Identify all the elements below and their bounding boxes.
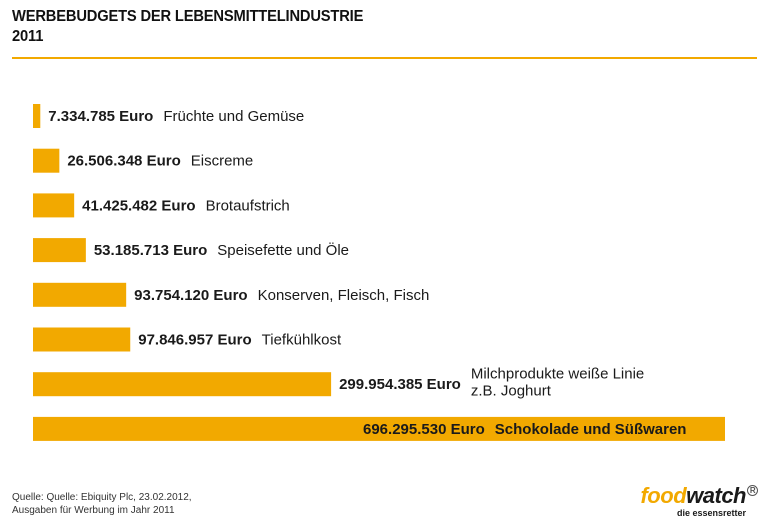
registered-mark-icon: R — [747, 485, 758, 496]
bar-category-label-3: Speisefette und Öle — [217, 241, 349, 259]
bar-value-label-1: 26.506.348 Euro — [67, 153, 180, 170]
bar-value-label-0: 7.334.785 Euro — [48, 108, 153, 125]
bar-value-label-2: 41.425.482 Euro — [82, 197, 195, 214]
bar-category-label-4: Konserven, Fleisch, Fisch — [258, 287, 430, 304]
bar-category-label-5: Tiefkühlkost — [262, 332, 342, 349]
bar-7 — [33, 416, 725, 441]
bar-category-label-0: Früchte und Gemüse — [163, 108, 304, 125]
foodwatch-logo: foodwatch R die essensretter — [640, 485, 758, 518]
bar-5 — [33, 327, 131, 352]
bar-category-label-2: Brotaufstrich — [206, 197, 290, 214]
logo-watch-text: watch — [686, 483, 746, 508]
logo-tagline: die essensretter — [676, 508, 746, 518]
bar-3 — [33, 238, 86, 263]
bar-category-label-1: Eiscreme — [191, 153, 254, 170]
chart-title-line-2: 2011 — [12, 28, 44, 45]
logo-food-text: food — [640, 483, 687, 508]
bar-0 — [33, 104, 41, 128]
source-line-2: Ausgaben für Werbung im Jahr 2011 — [12, 505, 175, 516]
bar-6 — [33, 372, 332, 397]
bar-2 — [33, 193, 75, 218]
bar-category-label-7: Schokolade und Süßwaren — [495, 421, 687, 438]
chart-title: WERBEBUDGETS DER LEBENSMITTELINDUSTRIE 2… — [12, 7, 363, 47]
title-divider — [12, 57, 757, 59]
bar-value-label-5: 97.846.957 Euro — [138, 332, 251, 349]
source-note: Quelle: Quelle: Ebiquity Plc, 23.02.2012… — [12, 491, 192, 517]
bar-value-label-6: 299.954.385 Euro — [339, 376, 461, 393]
bar-4 — [33, 282, 127, 307]
bar-value-label-7: 696.295.530 Euro — [363, 421, 485, 438]
chart-title-line-1: WERBEBUDGETS DER LEBENSMITTELINDUSTRIE — [12, 8, 364, 25]
bar-value-label-4: 93.754.120 Euro — [134, 287, 247, 304]
bar-value-label-3: 53.185.713 Euro — [94, 242, 207, 259]
source-line-1: Quelle: Quelle: Ebiquity Plc, 23.02.2012… — [12, 492, 192, 503]
bar-category-label-6: Milchprodukte weiße Linie z.B. Joghurt — [471, 366, 644, 400]
bar-1 — [33, 148, 60, 173]
bar-chart: 7.334.785 Euro Früchte und Gemüse 26.506.3… — [33, 104, 725, 441]
